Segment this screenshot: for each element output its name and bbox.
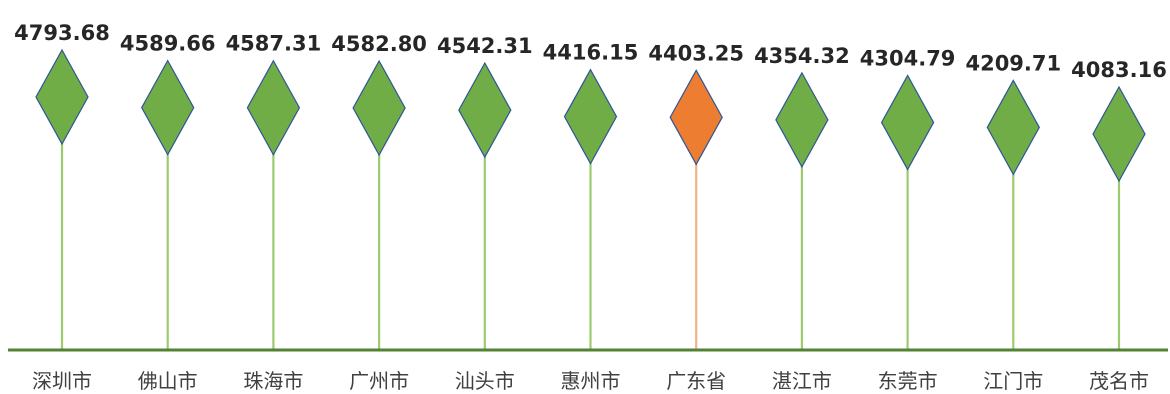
- category-tick-label: 广州市: [349, 369, 409, 393]
- data-label: 4209.71: [965, 51, 1061, 75]
- data-label: 4589.66: [120, 32, 216, 56]
- diamond-marker: [1092, 85, 1146, 183]
- data-label: 4587.31: [226, 32, 322, 56]
- diamond-marker: [458, 61, 512, 159]
- category-tick-label: 广东省: [666, 369, 726, 393]
- category-tick-label: 惠州市: [561, 369, 621, 393]
- category-tick-label: 深圳市: [32, 369, 92, 393]
- data-label: 4354.32: [754, 44, 850, 68]
- value-labels-layer: 4793.68 4589.66 4587.31 4582.80 4542.31 4416.…: [14, 21, 1167, 82]
- data-label: 4403.25: [648, 41, 744, 65]
- diamond-marker: [141, 59, 195, 156]
- data-label: 4416.15: [543, 41, 639, 65]
- stems-layer: [60, 142, 1121, 350]
- highlight-diamond-marker: [669, 69, 723, 166]
- data-label: 4304.79: [860, 46, 956, 70]
- diamond-marker: [352, 59, 406, 157]
- category-tick-label: 江门市: [983, 369, 1043, 393]
- category-tick-label: 东莞市: [878, 369, 938, 393]
- diamond-marker: [986, 79, 1040, 176]
- category-tick-label: 湛江市: [772, 369, 832, 393]
- diamond-marker: [563, 68, 618, 165]
- diamond-marker: [880, 74, 935, 171]
- category-tick-label: 汕头市: [455, 369, 515, 393]
- data-label: 4542.31: [437, 34, 533, 58]
- diamond-marker: [246, 59, 301, 156]
- category-tick-label: 佛山市: [138, 369, 198, 393]
- markers-layer: [35, 48, 1146, 183]
- data-label: 4793.68: [14, 21, 110, 45]
- category-tick-label: 茂名市: [1089, 369, 1149, 393]
- data-label: 4083.16: [1071, 58, 1167, 82]
- diamond-marker: [775, 71, 829, 169]
- diamond-marker: [35, 48, 89, 146]
- category-tick-label: 珠海市: [243, 369, 303, 393]
- category-labels-layer: 深圳市 佛山市 珠海市 广州市 汕头市 惠州市 广东省 湛江市 东莞市 江门市 茂名市: [32, 369, 1149, 393]
- data-label: 4582.80: [331, 32, 427, 56]
